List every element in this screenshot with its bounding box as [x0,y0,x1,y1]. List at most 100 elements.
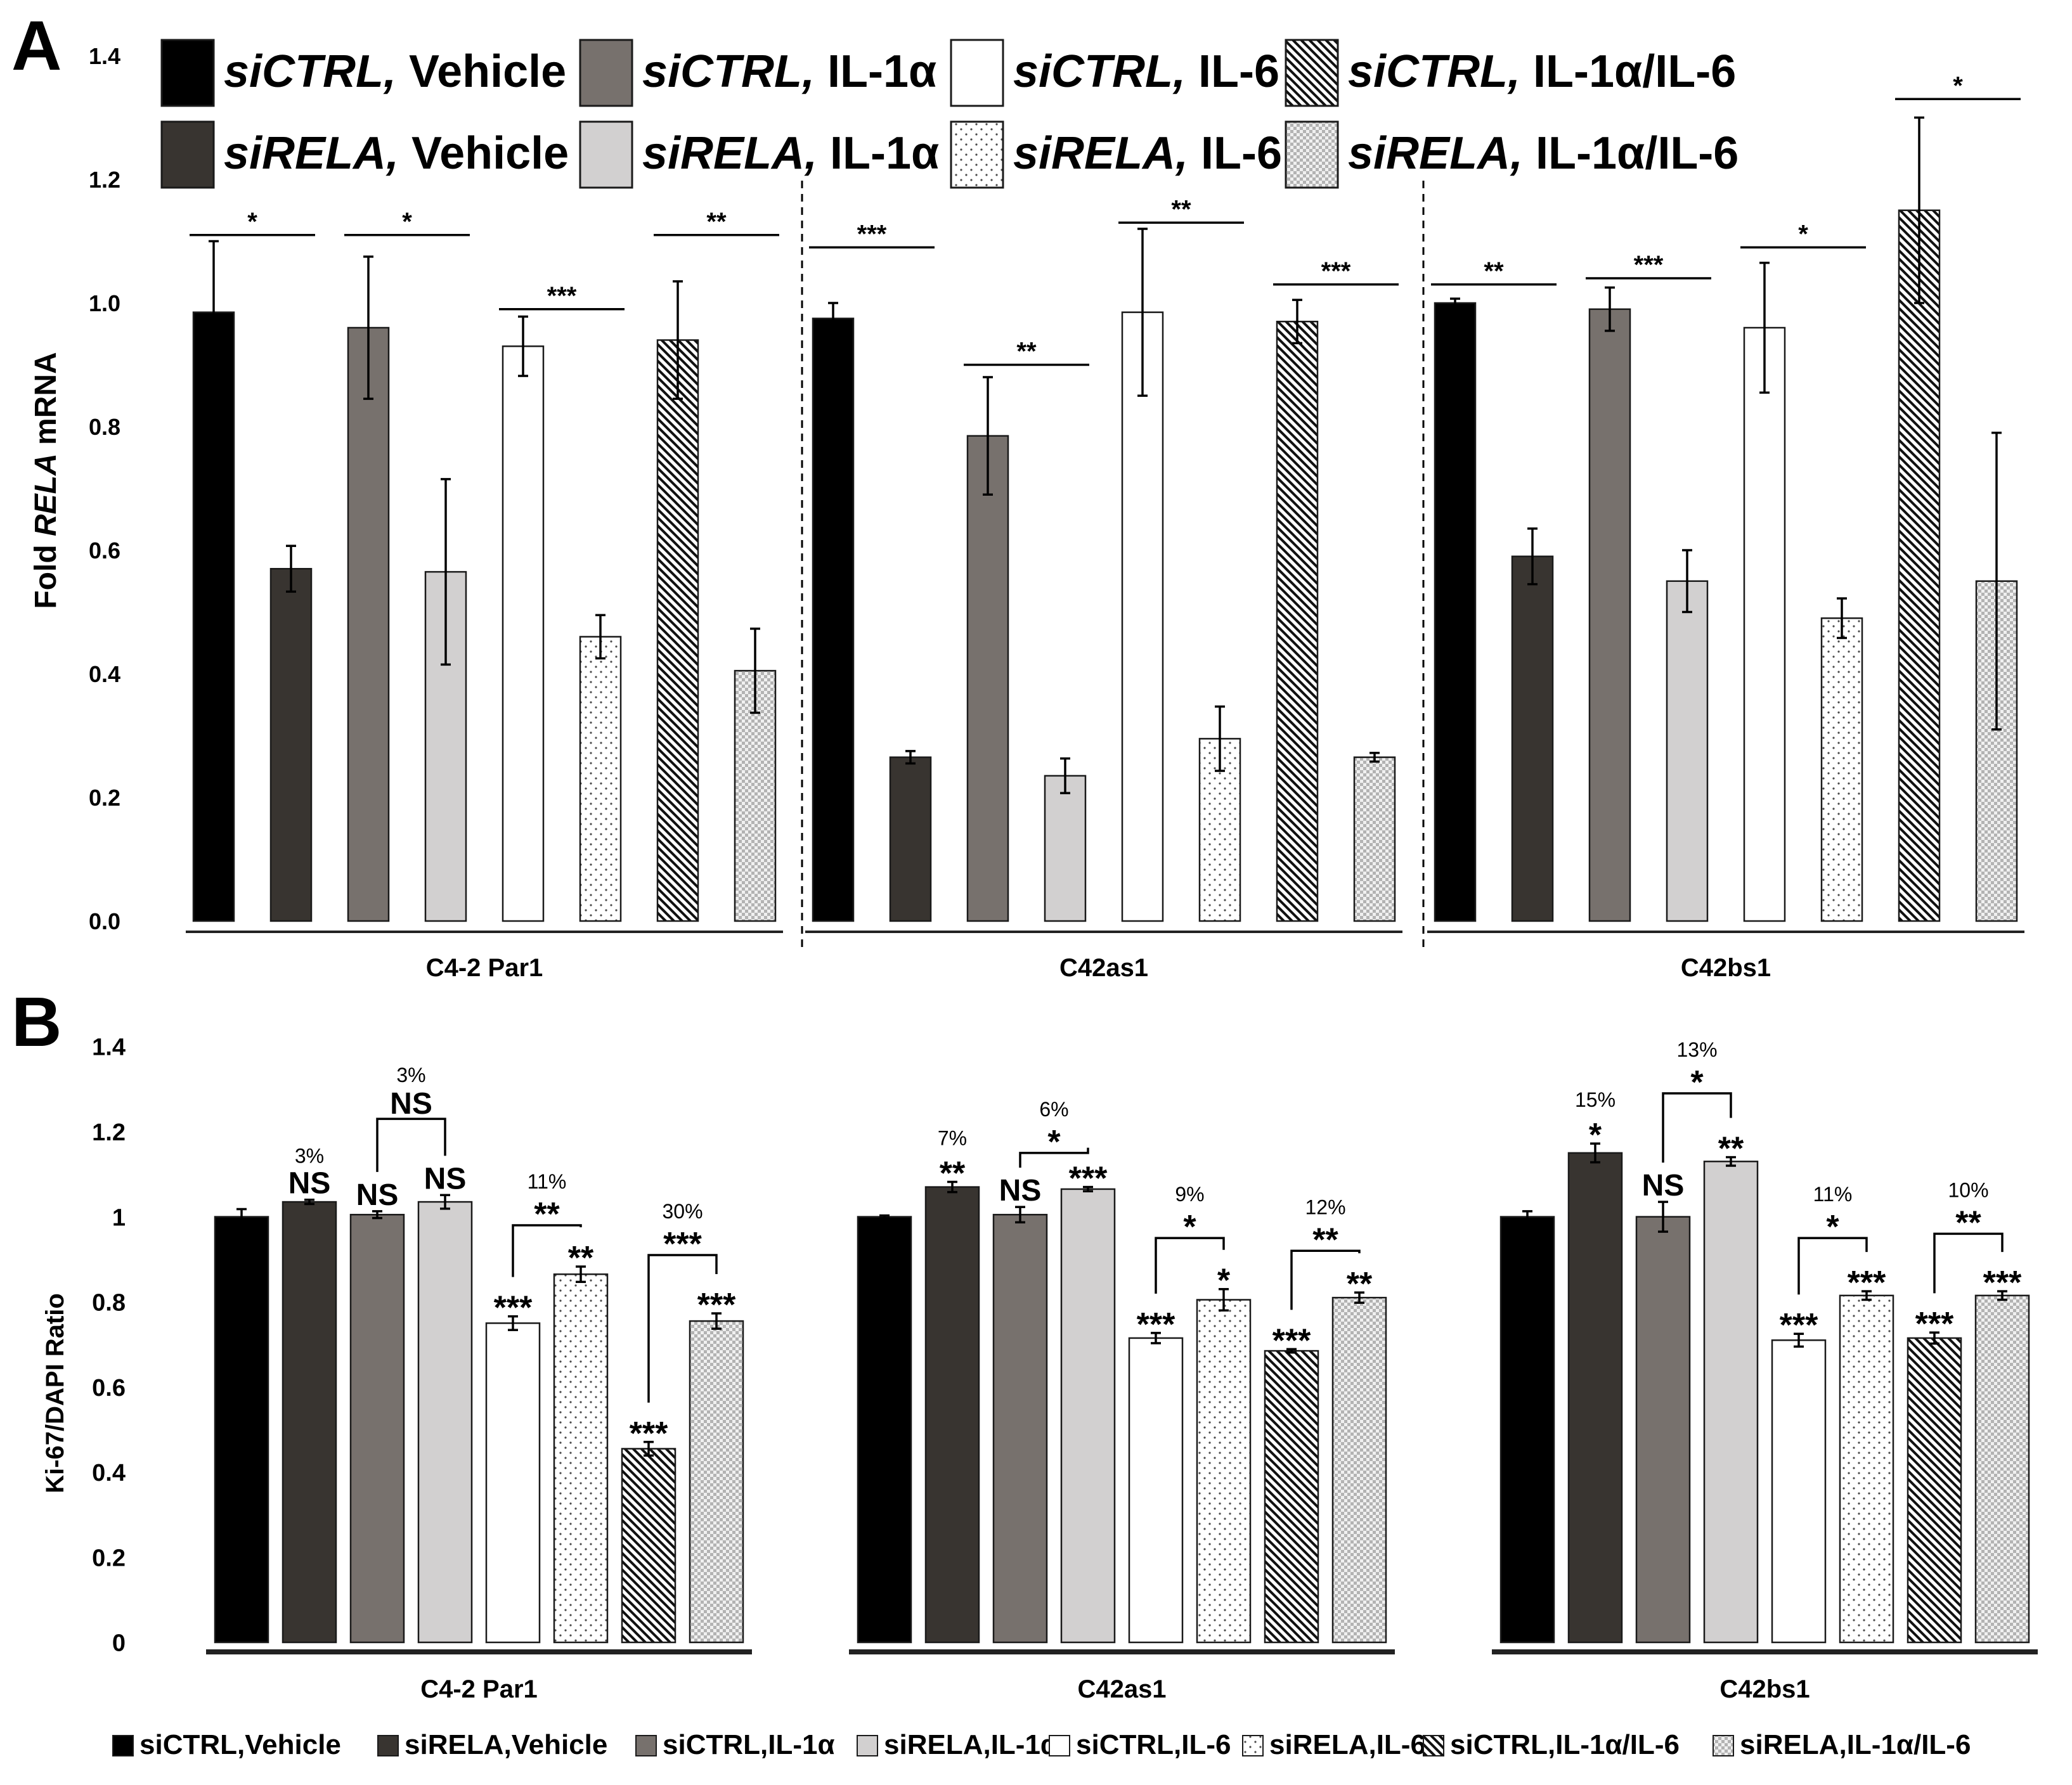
bar [1635,1216,1691,1644]
significance-label: NS [288,1167,331,1201]
y-tick-label: 1.4 [92,1034,126,1061]
bracket-label: *** [1634,251,1664,279]
bar [924,1186,980,1644]
significance-bracket [1797,1237,1868,1295]
bracket-label: ** [1484,257,1504,285]
legend-swatch-icon [160,39,215,107]
bracket-label: *** [1321,257,1351,285]
bar [214,1216,269,1644]
legend-swatch-icon [950,39,1004,107]
bar [579,636,622,922]
ylabel-italic: RELA [29,453,63,536]
legend-label: siCTRL, IL-1α/IL-6 [1348,46,1736,97]
bracket-label: * [402,208,412,236]
legend-swatch-icon [112,1735,134,1756]
significance-label: *** [1137,1306,1175,1343]
bar [1353,756,1396,922]
bracket-label: ** [1955,1204,1981,1241]
bracket-label: * [1953,72,1963,100]
significance-label: * [1589,1117,1602,1154]
legend-swatch-icon [1049,1735,1070,1756]
bar [269,568,313,922]
bar [1331,1296,1387,1644]
legend-swatch-icon [579,39,633,107]
legend-label: siCTRL,IL-1α [663,1729,835,1760]
y-tick-label: 0.6 [92,1375,126,1402]
panel-b-label: B [11,983,62,1061]
legend-swatch-icon [1285,39,1339,107]
significance-label: NS [999,1174,1042,1208]
bar [621,1448,677,1644]
significance-bracket [1662,1092,1732,1163]
bar [1839,1294,1894,1644]
bar [992,1213,1048,1644]
panel-a-plot: * ****** ********** ** ***** [186,72,2024,948]
bracket-label: *** [663,1226,702,1263]
legend-swatch-icon [1713,1735,1734,1756]
significance-bracket [512,1224,582,1277]
bracket-label: * [1047,1124,1061,1161]
y-tick-label: 0 [112,1630,126,1657]
legend-label: siRELA,IL-1α [884,1729,1058,1760]
bar [1898,209,1941,922]
bracket-label: *** [857,220,887,248]
bar [1907,1337,1962,1644]
legend-swatch-icon [1285,120,1339,189]
bar [656,339,699,922]
bar [689,1320,744,1644]
legend-label: siRELA, IL-6 [1013,128,1282,179]
significance-label: *** [1069,1161,1108,1197]
bar [192,311,235,922]
bracket-label: ** [706,208,727,236]
y-tick-label: 1.2 [92,1119,126,1146]
legend-swatch-icon [377,1735,399,1756]
significance-label: *** [697,1287,736,1324]
bracket-percent-label: 10% [1948,1178,1988,1201]
legend-swatch-icon [950,120,1004,189]
legend-treatment: IL-1α [817,128,939,179]
significance-label: * [1217,1263,1231,1299]
y-tick-label: 1.2 [89,167,120,193]
panel-b-categories: C4-2 Par1 C42as1 C42bs1 [420,1675,1810,1703]
bar [553,1273,609,1644]
legend-gene: siRELA, [224,128,399,179]
legend-treatment: IL-1α/IL-6 [1520,46,1736,97]
legend-gene: siRELA, [1348,128,1523,179]
bar [1196,1299,1252,1644]
legend-swatch-icon [160,120,215,189]
bar [1567,1152,1623,1644]
legend-label: siRELA,IL-6 [1269,1729,1426,1760]
ylabel-post: mRNA [29,352,63,453]
bar [417,1201,473,1644]
panel-b-y-axis-label: Ki-67/DAPI Ratio [41,1293,69,1493]
panel-b-y-ticks: 0 0.2 0.4 0.6 0.8 1 1.2 1.4 [92,1034,126,1657]
bar [857,1216,912,1644]
bar [1044,775,1087,922]
legend-treatment: IL-6 [1186,46,1279,97]
bracket-label: ** [1171,195,1191,223]
bracket-label: * [1183,1209,1196,1246]
bar [502,345,545,922]
significance-label: ** [568,1240,594,1277]
legend-label: siRELA, IL-1α [642,128,939,179]
bar [1974,1294,2030,1644]
significance-bracket [1933,1232,2004,1294]
bracket-label: * [1826,1209,1839,1246]
legend-label: siCTRL,IL-1α/IL-6 [1450,1729,1680,1760]
bar [347,326,390,922]
bar [1499,1216,1555,1644]
bar [889,756,932,922]
bracket-percent-label: 11% [1813,1183,1853,1206]
bracket-percent-label: 12% [1305,1195,1345,1218]
bracket-label: *** [547,282,577,310]
legend-treatment: Vehicle [396,46,566,97]
legend-treatment: IL-1α [815,46,936,97]
category-label: C42bs1 [1681,954,1771,982]
significance-label: *** [1272,1322,1311,1359]
significance-bracket [376,1118,446,1172]
y-tick-label: 1.4 [89,43,120,69]
significance-bracket [647,1254,718,1403]
significance-label: *** [1983,1265,2022,1301]
legend-label: siCTRL,Vehicle [139,1729,341,1760]
y-tick-label: 0.8 [92,1290,126,1317]
